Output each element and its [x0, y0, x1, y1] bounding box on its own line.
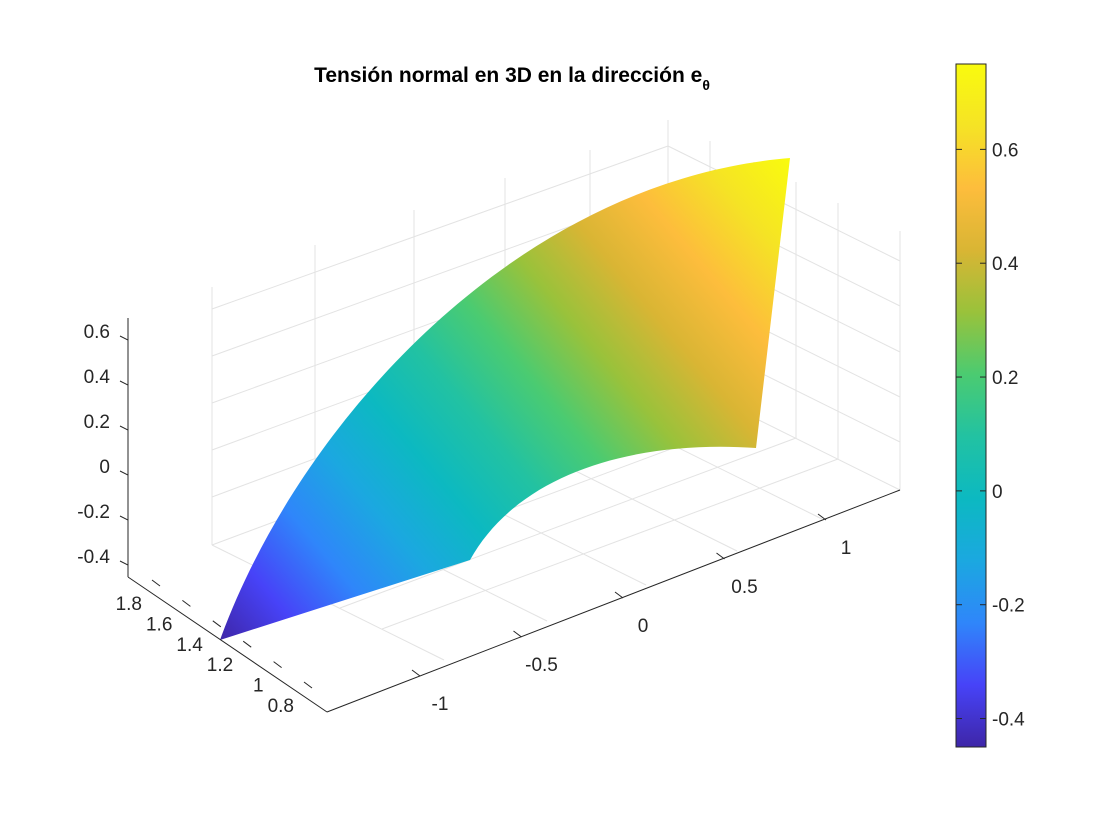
z-tick-label: -0.2 — [77, 502, 110, 523]
z-tick-mark — [119, 380, 129, 386]
z-tick-mark — [119, 425, 129, 431]
z-axis-ticks: -0.4 -0.2 0 0.2 0.4 0.6 — [77, 322, 129, 568]
chart-title-subscript: θ — [702, 77, 710, 93]
colorbar-bar — [955, 63, 987, 748]
z-tick-label: 0 — [99, 457, 110, 478]
y-tick-mark — [273, 661, 282, 668]
x-axis-ticks: -1 -0.5 0 0.5 1 — [411, 513, 852, 715]
x-tick-label: 1 — [841, 538, 852, 559]
y-tick-label: 1.6 — [146, 614, 172, 635]
y-tick-mark — [182, 600, 191, 607]
z-tick-label: 0.4 — [84, 367, 111, 388]
y-tick-mark — [303, 681, 313, 689]
y-axis-ticks: 0.81 1.21.41.61.8 — [116, 579, 313, 717]
z-tick-label: 0.2 — [84, 412, 110, 433]
colorbar-tick-label: 0.4 — [992, 254, 1019, 275]
colorbar-tick-label: -0.2 — [992, 596, 1025, 617]
y-tick-mark — [242, 640, 252, 648]
y-tick-label: 1.2 — [207, 655, 233, 676]
y-axis-line — [127, 576, 328, 713]
colorbar-tick-label: -0.4 — [992, 710, 1025, 731]
z-tick-mark — [119, 470, 129, 476]
y-tick-label: 0.8 — [268, 696, 294, 717]
y-tick-label: 1.8 — [116, 594, 142, 615]
z-tick-mark — [119, 335, 129, 341]
chart-title: Tensión normal en 3D en la dirección eθ — [314, 64, 710, 93]
x-tick-mark — [716, 552, 725, 560]
x-tick-mark — [513, 630, 522, 638]
z-tick-label: -0.4 — [77, 547, 110, 568]
x-tick-label: -1 — [432, 694, 449, 715]
y-tick-label: 1 — [253, 676, 264, 697]
x-tick-mark — [614, 591, 624, 599]
colorbar-tick-label: 0.2 — [992, 368, 1018, 389]
z-tick-label: 0.6 — [84, 322, 110, 343]
z-tick-mark — [119, 515, 129, 521]
x-axis-line — [326, 489, 901, 713]
z-tick-mark — [119, 560, 129, 566]
x-tick-mark — [411, 669, 421, 677]
y-tick-mark — [212, 620, 222, 628]
colorbar: -0.4 -0.2 0 0.2 0.4 0.6 — [955, 63, 1025, 748]
colorbar-tick-label: 0.6 — [992, 140, 1018, 161]
colorbar-ticks: -0.4 -0.2 0 0.2 0.4 0.6 — [956, 140, 1025, 731]
x-tick-label: -0.5 — [525, 655, 558, 676]
x-tick-label: 0.5 — [731, 577, 757, 598]
x-tick-mark — [817, 513, 827, 521]
axes — [127, 318, 901, 713]
chart-title-main: Tensión normal en 3D en la dirección e — [314, 64, 702, 87]
y-tick-label: 1.4 — [176, 635, 203, 656]
y-tick-mark — [151, 579, 161, 587]
surface — [220, 158, 790, 640]
x-tick-label: 0 — [638, 616, 649, 637]
colorbar-tick-label: 0 — [992, 482, 1003, 503]
